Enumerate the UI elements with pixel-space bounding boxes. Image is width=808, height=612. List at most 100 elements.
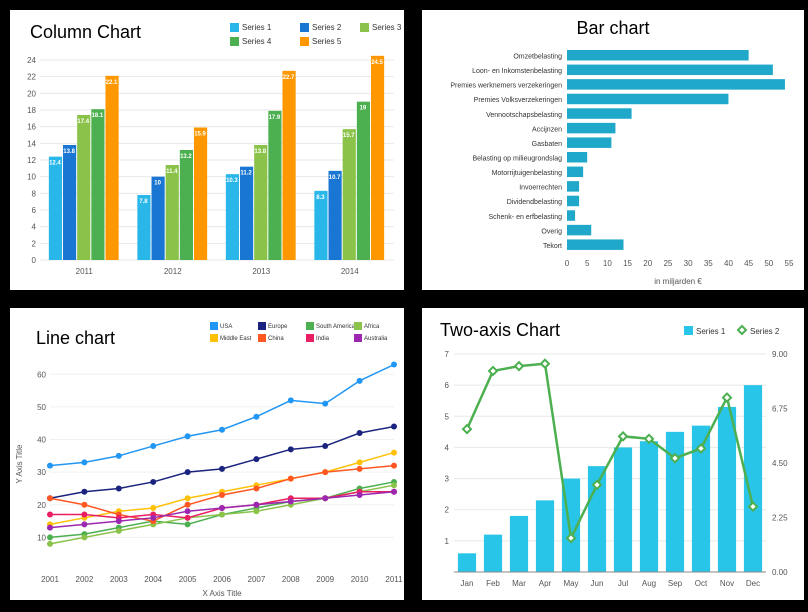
svg-text:USA: USA — [220, 324, 232, 330]
svg-text:4: 4 — [445, 443, 450, 452]
svg-text:Series 1: Series 1 — [696, 327, 726, 336]
column-bar — [166, 165, 179, 260]
bar-chart-bar — [567, 79, 785, 89]
bar-chart-bar — [567, 152, 587, 162]
svg-text:Accijnzen: Accijnzen — [532, 126, 562, 133]
svg-text:Sep: Sep — [668, 579, 683, 588]
svg-text:12: 12 — [27, 156, 36, 165]
svg-text:May: May — [563, 579, 578, 588]
svg-text:50: 50 — [764, 259, 773, 268]
svg-text:Premies Volksverzekeringen: Premies Volksverzekeringen — [474, 97, 562, 104]
column-chart-title: Column Chart — [30, 22, 141, 42]
svg-text:Mar: Mar — [512, 579, 526, 588]
svg-text:Aug: Aug — [642, 579, 656, 588]
svg-text:6.75: 6.75 — [772, 405, 788, 414]
svg-text:2.25: 2.25 — [772, 514, 788, 523]
svg-text:China: China — [268, 336, 284, 342]
svg-text:15.7: 15.7 — [343, 133, 355, 139]
svg-text:Vennootschapsbelasting: Vennootschapsbelasting — [486, 112, 562, 119]
svg-text:30: 30 — [37, 468, 46, 477]
svg-text:22.1: 22.1 — [106, 80, 118, 86]
svg-text:3: 3 — [445, 475, 450, 484]
two-axis-legend: Series 1Series 2 — [684, 326, 780, 336]
svg-text:5: 5 — [585, 259, 590, 268]
svg-text:2002: 2002 — [76, 575, 94, 584]
svg-text:17.4: 17.4 — [77, 119, 89, 125]
two-axis-chart-panel: Two-axis ChartSeries 1Series 212345670.0… — [418, 304, 808, 604]
svg-text:2011: 2011 — [385, 575, 403, 584]
svg-text:Gasbaten: Gasbaten — [532, 141, 562, 148]
svg-text:9.00: 9.00 — [772, 350, 788, 359]
svg-text:22.7: 22.7 — [283, 75, 295, 81]
svg-text:25: 25 — [663, 259, 672, 268]
column-bar — [105, 76, 118, 260]
bar-chart-bar — [567, 108, 632, 118]
svg-text:13.8: 13.8 — [254, 149, 266, 155]
svg-text:2: 2 — [445, 506, 450, 515]
svg-text:Omzetbelasting: Omzetbelasting — [513, 53, 562, 60]
svg-text:0: 0 — [565, 259, 570, 268]
svg-text:Middle East: Middle East — [220, 336, 252, 342]
svg-text:10.7: 10.7 — [329, 175, 341, 181]
svg-text:55: 55 — [785, 259, 794, 268]
svg-text:8.3: 8.3 — [316, 195, 325, 201]
svg-text:17.9: 17.9 — [269, 115, 281, 121]
svg-text:2: 2 — [32, 239, 37, 248]
svg-text:16: 16 — [27, 123, 36, 132]
svg-text:India: India — [316, 336, 330, 342]
svg-text:Overig: Overig — [541, 228, 562, 235]
column-bar — [329, 171, 342, 260]
svg-text:14: 14 — [27, 139, 36, 148]
two-axis-bar — [718, 407, 736, 572]
svg-text:Belasting op milieugrondslag: Belasting op milieugrondslag — [473, 155, 563, 162]
svg-text:7.8: 7.8 — [139, 199, 148, 205]
svg-text:20: 20 — [27, 89, 36, 98]
svg-text:1: 1 — [445, 537, 450, 546]
svg-text:18: 18 — [27, 106, 36, 115]
svg-text:0: 0 — [32, 256, 37, 265]
column-chart-legend: Series 1Series 2Series 3Series 4Series 5 — [230, 23, 402, 46]
bar-chart-title: Bar chart — [576, 18, 649, 38]
svg-text:2009: 2009 — [316, 575, 334, 584]
column-bar — [282, 71, 295, 260]
svg-text:10: 10 — [154, 181, 161, 187]
svg-text:50: 50 — [37, 403, 46, 412]
svg-text:10: 10 — [27, 173, 36, 182]
two-axis-bar — [614, 447, 632, 572]
bar-chart-bar — [567, 94, 728, 104]
bar-chart-bar — [567, 123, 615, 133]
column-bar — [357, 102, 370, 260]
svg-text:Series 2: Series 2 — [312, 23, 342, 32]
svg-text:Schenk- en erfbelasting: Schenk- en erfbelasting — [488, 214, 562, 221]
svg-text:Europe: Europe — [268, 324, 288, 330]
column-bar — [180, 150, 193, 260]
svg-text:Premies werknemers verzekering: Premies werknemers verzekeringen — [450, 83, 562, 90]
bar-chart-bar — [567, 65, 773, 75]
svg-text:2006: 2006 — [213, 575, 231, 584]
svg-text:15: 15 — [623, 259, 632, 268]
dashboard-grid: Column ChartSeries 1Series 2Series 3Seri… — [0, 0, 808, 612]
svg-text:22: 22 — [27, 73, 36, 82]
column-bar — [371, 56, 384, 260]
svg-text:35: 35 — [704, 259, 713, 268]
line-series — [50, 365, 394, 466]
svg-text:Australia: Australia — [364, 336, 388, 342]
bar-chart-bar — [567, 210, 575, 220]
svg-text:Feb: Feb — [486, 579, 500, 588]
svg-text:Dividendbelasting: Dividendbelasting — [507, 199, 562, 206]
svg-text:2011: 2011 — [76, 267, 94, 276]
column-bar — [226, 174, 239, 260]
line-chart-panel: Line chartUSAEuropeSouth AmericaAfricaMi… — [6, 304, 408, 604]
svg-text:19: 19 — [360, 106, 367, 112]
two-axis-bar — [536, 500, 554, 572]
svg-text:Motorrijtuigenbelasting: Motorrijtuigenbelasting — [492, 170, 563, 177]
column-bar — [63, 145, 76, 260]
bar-chart-bar — [567, 50, 749, 60]
svg-text:Series 3: Series 3 — [372, 23, 402, 32]
two-axis-bar — [458, 553, 476, 572]
svg-text:6: 6 — [445, 381, 450, 390]
bar-chart-xlabel: in miljarden € — [654, 277, 702, 286]
svg-text:12.4: 12.4 — [49, 161, 61, 167]
bar-chart-panel: Bar chart0510152025303540455055in miljar… — [418, 6, 808, 294]
svg-text:30: 30 — [684, 259, 693, 268]
